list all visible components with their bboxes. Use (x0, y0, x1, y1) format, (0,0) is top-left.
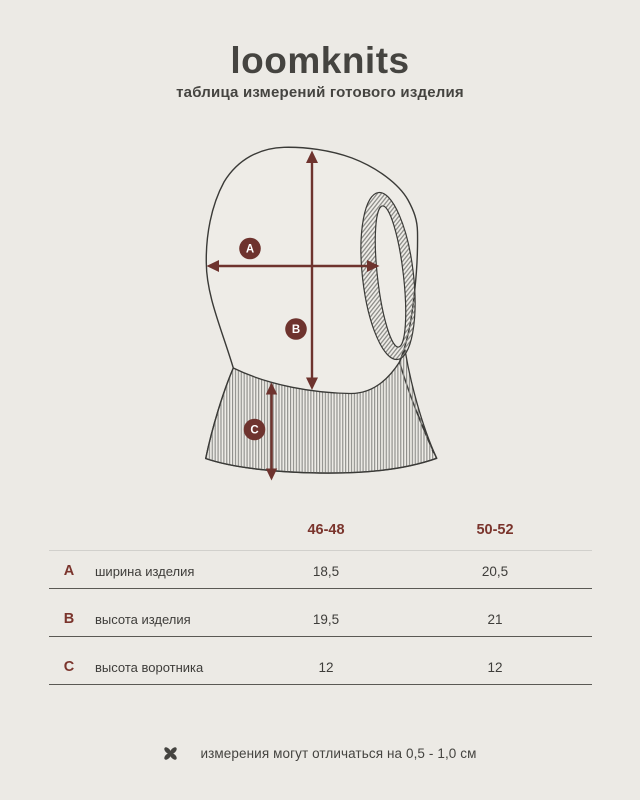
row-value-size2: 20,5 (481, 564, 509, 579)
size-column-2: 50-52 (476, 522, 514, 538)
row-value-size2: 21 (487, 612, 503, 627)
badge-b-letter: B (292, 324, 300, 336)
brand-logo: loomknits (230, 40, 410, 81)
badge-a-letter: A (246, 244, 254, 256)
table-row: B высота изделия 19,5 21 (49, 589, 592, 637)
measure-arrow-c (265, 382, 278, 481)
size-column-1: 46-48 (307, 522, 345, 538)
row-value-size1: 18,5 (312, 564, 340, 579)
badge-a: A (239, 237, 261, 260)
row-letter: C (63, 659, 75, 675)
row-letter: B (63, 611, 75, 627)
table-row: A ширина изделия 18,5 20,5 (49, 550, 592, 589)
footnote-text: измерения могут отличаться на 0,5 - 1,0 … (200, 746, 477, 761)
row-value-size1: 19,5 (312, 612, 340, 627)
badge-c-letter: C (250, 425, 258, 437)
badge-b: B (285, 318, 307, 340)
row-label: высота воротника (95, 660, 204, 675)
row-value-size1: 12 (318, 660, 334, 675)
size-header-row: 46-48 50-52 (49, 510, 592, 550)
footnote: измерения могут отличаться на 0,5 - 1,0 … (0, 746, 640, 761)
table-row: C высота воротника 12 12 (49, 637, 592, 685)
page-title: таблица измерений готового изделия (176, 84, 464, 101)
seam-dashed-line (416, 411, 435, 454)
row-label: ширина изделия (95, 564, 195, 579)
collar-ribbing (205, 349, 438, 474)
face-opening-hole (374, 205, 407, 348)
clover-icon (164, 747, 178, 760)
measurement-table: 46-48 50-52 A ширина изделия 18,5 20,5 B… (49, 510, 592, 685)
balaclava-diagram: A B C (205, 146, 438, 481)
measure-arrow-a (206, 260, 380, 272)
row-letter: A (63, 563, 75, 579)
row-value-size2: 12 (487, 660, 503, 675)
measure-arrow-b (306, 150, 318, 390)
row-label: высота изделия (95, 612, 191, 627)
badge-c: C (243, 418, 266, 441)
